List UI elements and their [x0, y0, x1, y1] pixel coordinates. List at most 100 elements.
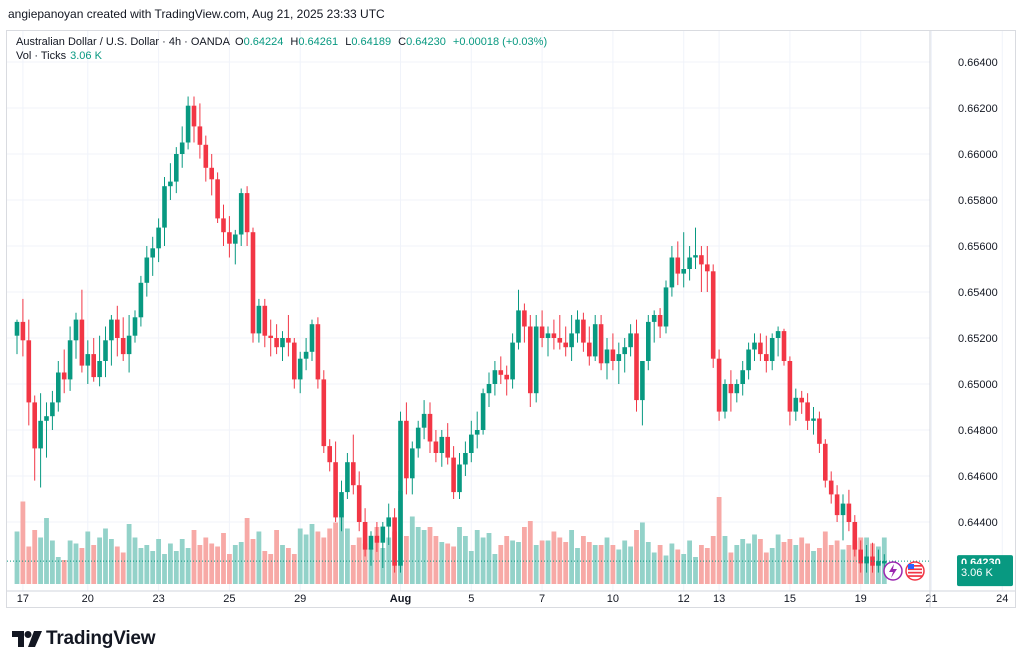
volume-bar: [486, 533, 492, 584]
candle-body: [132, 317, 138, 336]
candle-body: [817, 418, 822, 444]
candle-body: [870, 556, 875, 566]
candle: [469, 420, 474, 463]
candle: [14, 319, 20, 355]
candle: [427, 402, 433, 453]
candle-body: [610, 349, 616, 361]
candle: [710, 264, 716, 368]
volume-bar: [44, 518, 49, 584]
volume-bar: [527, 521, 533, 584]
volume-bar: [339, 500, 344, 584]
candle-body: [876, 561, 881, 566]
volume-bar: [516, 542, 521, 584]
candle: [758, 333, 763, 361]
candle-body: [451, 457, 456, 493]
volume-bar: [67, 540, 73, 584]
candle: [274, 324, 279, 355]
close-label: C: [398, 36, 407, 48]
candle: [191, 96, 197, 143]
volume-bar: [498, 545, 504, 584]
candle-body: [79, 319, 85, 366]
candle-body: [374, 535, 380, 543]
candle: [368, 531, 374, 566]
volume-bar: [522, 527, 527, 584]
candle: [876, 549, 881, 573]
candle-body: [846, 503, 852, 522]
candle-body: [480, 393, 486, 430]
candle: [581, 312, 586, 352]
candle-body: [410, 448, 415, 479]
candle-body: [746, 349, 751, 371]
flash-icon[interactable]: [883, 561, 903, 581]
candle-body: [26, 340, 32, 403]
volume-bar: [232, 545, 238, 584]
volume-bar: [144, 545, 150, 584]
candle: [528, 315, 533, 407]
candle-body: [209, 167, 214, 180]
candle-body: [309, 324, 315, 352]
candle-body: [109, 319, 114, 341]
candle: [681, 232, 686, 288]
candle-body: [799, 397, 804, 403]
candle-body: [882, 561, 887, 564]
candle: [846, 489, 852, 532]
tradingview-logo-icon: [12, 631, 42, 647]
volume-bar: [356, 537, 362, 584]
volume-bar: [55, 557, 61, 584]
candle-body: [44, 416, 49, 421]
volume-bar: [840, 549, 846, 584]
candle-body: [734, 384, 740, 394]
volume-bar: [710, 536, 716, 584]
volume-bar: [309, 524, 315, 584]
candle: [746, 342, 751, 380]
candle-body: [321, 379, 327, 447]
candle: [823, 439, 828, 488]
candle: [870, 542, 875, 573]
candle: [61, 349, 67, 394]
volume-bar: [179, 539, 185, 584]
x-tick-label: 21: [925, 593, 937, 605]
candle: [362, 508, 368, 557]
candle: [439, 430, 445, 467]
change-value: +0.00018 (+0.03%): [452, 36, 548, 48]
candle-body: [120, 338, 126, 355]
candle: [675, 241, 681, 286]
volume-bar: [185, 548, 191, 584]
candle-body: [427, 413, 433, 442]
candle-body: [97, 361, 102, 378]
candle-body: [356, 485, 362, 522]
candle: [799, 390, 804, 414]
volume-bar: [693, 557, 698, 584]
candle-body: [669, 257, 675, 288]
volume-bar: [616, 549, 622, 584]
volume-bar: [91, 545, 97, 584]
volume-bar: [427, 527, 433, 584]
candle-body: [433, 441, 439, 453]
candle-body: [793, 397, 799, 412]
candle: [174, 147, 179, 194]
candle-body: [38, 420, 43, 449]
candle: [840, 494, 846, 541]
candle-body: [174, 154, 179, 182]
candle: [79, 289, 85, 373]
volume-bar: [510, 540, 515, 584]
candle-body: [622, 347, 627, 355]
candle-body: [191, 105, 197, 127]
volume-bar: [350, 545, 356, 584]
volume-bar: [221, 533, 226, 584]
candle: [256, 298, 262, 343]
price-chart[interactable]: 0.64400 0.64600 0.64800 0.65000 0.65200 0.654…: [7, 31, 1016, 608]
open-label: O: [235, 36, 244, 48]
candle: [498, 356, 504, 384]
volume-bar: [645, 542, 651, 584]
volume-bar: [451, 546, 456, 584]
candle-body: [292, 342, 297, 380]
us-flag-icon[interactable]: [905, 561, 925, 581]
candle-body: [280, 338, 285, 348]
y-tick-label: 0.64800: [958, 425, 998, 437]
candle: [162, 177, 167, 246]
candle: [657, 308, 663, 338]
candle-body: [421, 413, 427, 428]
volume-bar: [575, 548, 580, 584]
volume-bar: [669, 543, 675, 584]
